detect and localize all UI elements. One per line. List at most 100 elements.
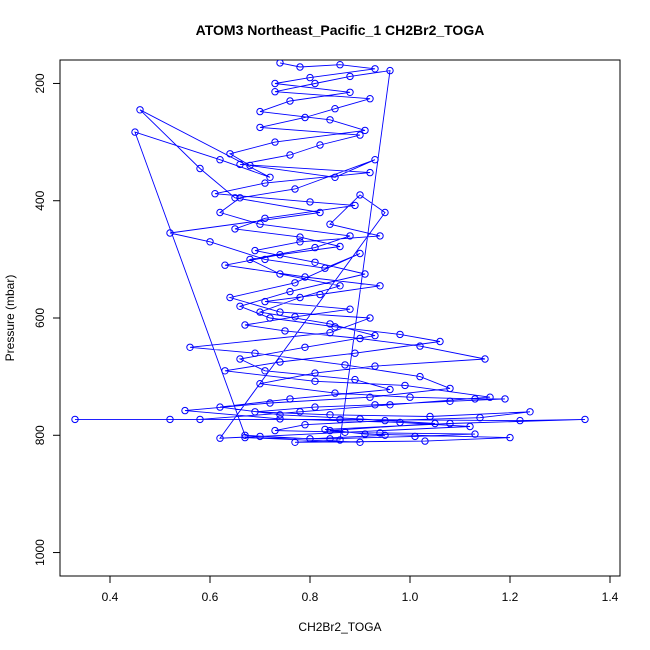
data-point bbox=[306, 198, 314, 206]
data-point bbox=[286, 97, 294, 105]
data-point bbox=[376, 429, 384, 437]
data-point bbox=[311, 403, 319, 411]
data-point bbox=[336, 242, 344, 251]
data-point bbox=[346, 305, 354, 313]
data-point bbox=[356, 191, 364, 199]
data-point bbox=[371, 156, 379, 164]
data-point bbox=[256, 380, 264, 388]
data-point bbox=[311, 79, 319, 88]
y-axis: 200 400 600 800 1000 bbox=[33, 73, 61, 566]
data-point bbox=[306, 435, 314, 443]
data-point bbox=[376, 232, 384, 240]
data-point bbox=[301, 273, 309, 281]
data-point bbox=[366, 95, 374, 103]
data-point bbox=[231, 194, 239, 202]
data-point bbox=[381, 208, 389, 217]
data-point bbox=[291, 185, 299, 193]
data-point bbox=[291, 438, 299, 446]
data-point bbox=[346, 232, 354, 240]
data-point bbox=[341, 428, 349, 436]
x-tick-label: 1.4 bbox=[602, 590, 619, 604]
data-point bbox=[346, 72, 354, 81]
data-point bbox=[486, 393, 494, 401]
data-point bbox=[316, 141, 324, 149]
data-point bbox=[311, 377, 319, 385]
data-point bbox=[386, 66, 394, 75]
data-point bbox=[351, 349, 359, 357]
data-point bbox=[216, 403, 224, 411]
data-point bbox=[446, 419, 454, 428]
data-point bbox=[356, 415, 364, 423]
data-point bbox=[226, 293, 234, 302]
y-tick-label: 400 bbox=[33, 190, 47, 210]
data-point bbox=[181, 406, 189, 415]
data-point bbox=[296, 233, 304, 241]
data-point bbox=[331, 173, 339, 182]
data-point bbox=[311, 243, 319, 252]
data-point bbox=[166, 415, 174, 424]
data-point bbox=[336, 415, 344, 424]
data-point bbox=[371, 362, 379, 370]
data-point bbox=[331, 389, 339, 397]
data-point bbox=[351, 201, 359, 210]
data-point bbox=[361, 126, 369, 135]
y-tick-label: 600 bbox=[33, 308, 47, 328]
data-point bbox=[271, 426, 279, 435]
data-point bbox=[281, 327, 289, 335]
data-point bbox=[356, 131, 364, 139]
data-point bbox=[371, 401, 379, 409]
data-point bbox=[71, 415, 79, 424]
data-point bbox=[276, 270, 284, 278]
series-line bbox=[75, 62, 586, 443]
data-point bbox=[326, 426, 334, 435]
data-point bbox=[261, 255, 269, 264]
data-point bbox=[251, 246, 259, 255]
data-point bbox=[256, 308, 264, 316]
data-point bbox=[331, 323, 339, 331]
data-point bbox=[471, 395, 479, 403]
data-point bbox=[256, 432, 264, 441]
data-point bbox=[166, 229, 174, 237]
data-point bbox=[301, 343, 309, 351]
data-point bbox=[396, 330, 404, 339]
y-tick-label: 200 bbox=[33, 73, 47, 93]
data-point bbox=[346, 88, 354, 97]
data-point bbox=[326, 435, 334, 443]
data-point bbox=[261, 297, 269, 306]
data-point bbox=[221, 261, 229, 269]
data-point bbox=[401, 381, 409, 390]
data-point bbox=[526, 408, 534, 416]
data-point bbox=[261, 367, 269, 375]
x-axis: 0.4 0.6 0.8 1.0 1.2 1.4 bbox=[102, 575, 619, 604]
data-point bbox=[316, 208, 324, 217]
data-point bbox=[506, 433, 514, 442]
data-point bbox=[276, 358, 284, 366]
x-tick-label: 1.0 bbox=[402, 590, 419, 604]
data-point bbox=[386, 401, 394, 409]
data-point bbox=[261, 214, 269, 223]
data-point bbox=[251, 349, 259, 357]
data-point bbox=[361, 430, 369, 438]
data-point bbox=[296, 293, 304, 302]
y-axis-label: Pressure (mbar) bbox=[3, 275, 17, 362]
data-point bbox=[356, 249, 364, 258]
data-point bbox=[296, 238, 304, 246]
y-tick-label: 1000 bbox=[33, 539, 47, 566]
data-point bbox=[136, 106, 144, 114]
data-point bbox=[226, 150, 234, 158]
data-point bbox=[286, 395, 294, 403]
data-point bbox=[216, 208, 224, 217]
data-point bbox=[276, 415, 284, 423]
data-point bbox=[306, 73, 314, 82]
data-point bbox=[396, 418, 404, 427]
data-point bbox=[256, 220, 264, 228]
data-point bbox=[276, 308, 284, 316]
data-point bbox=[206, 238, 214, 246]
data-point bbox=[321, 264, 329, 272]
x-axis-label: CH2Br2_TOGA bbox=[298, 620, 381, 634]
plot-content bbox=[71, 60, 589, 446]
data-point bbox=[421, 437, 429, 445]
data-point bbox=[196, 164, 204, 173]
data-point bbox=[261, 179, 269, 187]
